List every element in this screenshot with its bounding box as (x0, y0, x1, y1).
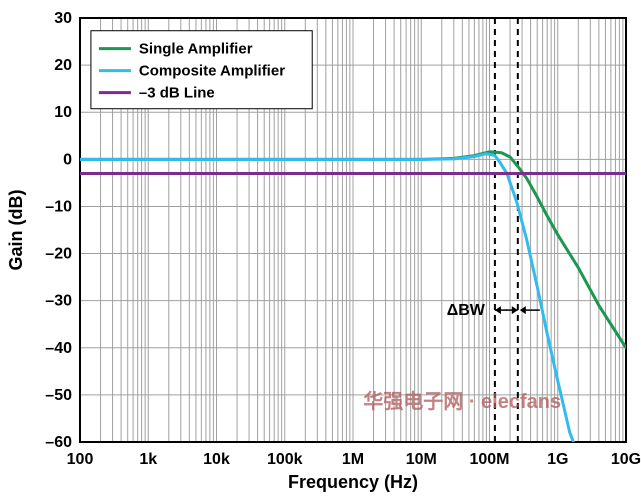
svg-text:100k: 100k (267, 451, 303, 468)
watermark-text: 华强电子网 · elecfans (363, 389, 561, 413)
svg-text:–20: –20 (45, 246, 72, 263)
svg-text:30: 30 (54, 10, 72, 27)
svg-text:1G: 1G (547, 451, 568, 468)
legend-label: Single Amplifier (139, 41, 253, 58)
svg-text:100: 100 (67, 451, 94, 468)
chart-container: ΔBW3020100–10–20–30–40–50–601001k10k100k… (0, 0, 641, 502)
bode-plot: ΔBW3020100–10–20–30–40–50–601001k10k100k… (0, 0, 641, 502)
legend: Single Amplifier Composite Amplifier –3 dB… (91, 31, 312, 109)
x-axis-label: Frequency (Hz) (288, 472, 418, 492)
svg-text:–10: –10 (45, 198, 72, 215)
svg-text:1k: 1k (139, 451, 157, 468)
svg-text:–60: –60 (45, 434, 72, 451)
legend-label: –3 dB Line (139, 85, 215, 102)
svg-text:10M: 10M (406, 451, 437, 468)
svg-text:–50: –50 (45, 387, 72, 404)
svg-text:100M: 100M (469, 451, 509, 468)
y-axis-label: Gain (dB) (6, 190, 26, 271)
svg-text:0: 0 (63, 151, 72, 168)
legend-label: Composite Amplifier (139, 63, 285, 80)
svg-text:1M: 1M (342, 451, 364, 468)
svg-text:10: 10 (54, 104, 72, 121)
svg-text:–30: –30 (45, 293, 72, 310)
svg-text:–40: –40 (45, 340, 72, 357)
svg-text:10k: 10k (203, 451, 230, 468)
svg-text:ΔBW: ΔBW (447, 302, 486, 319)
svg-text:10G: 10G (611, 451, 641, 468)
svg-text:20: 20 (54, 57, 72, 74)
